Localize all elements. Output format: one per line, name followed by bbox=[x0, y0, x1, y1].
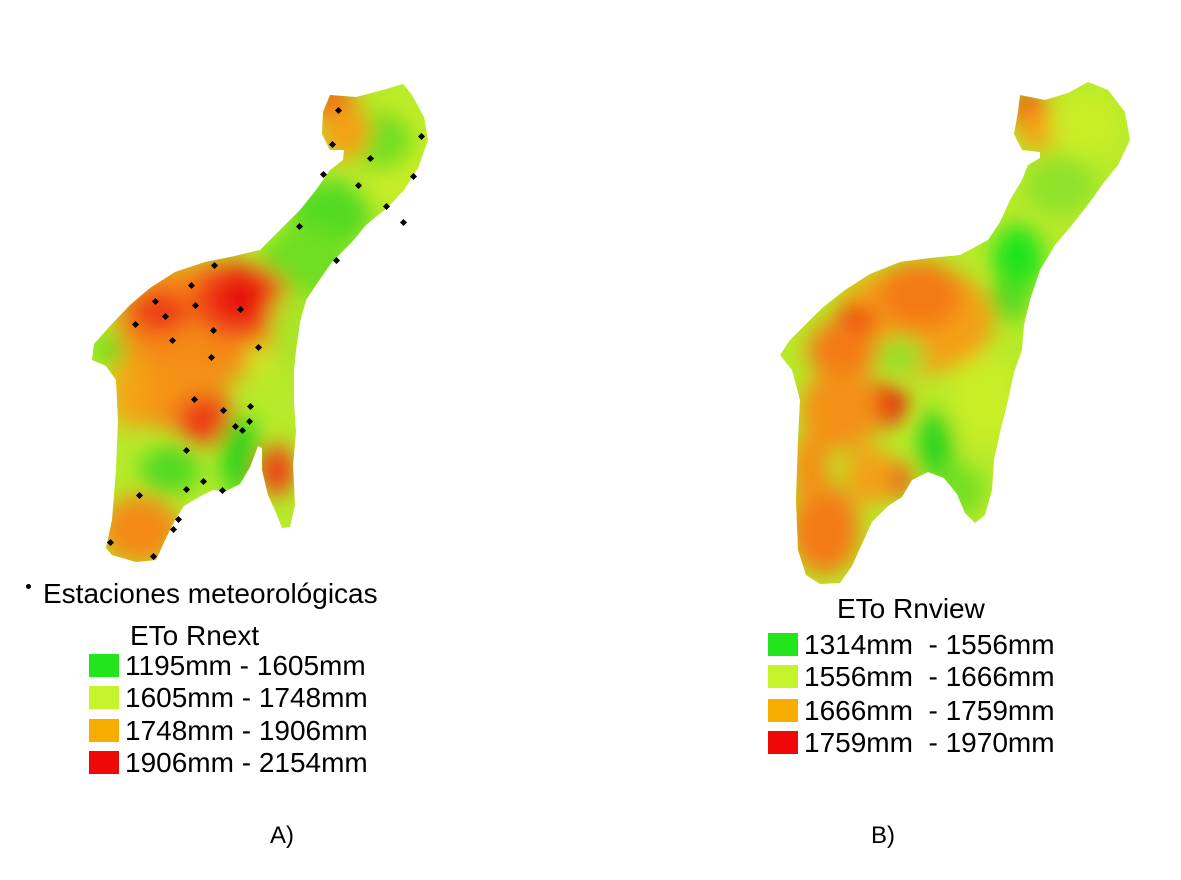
station-marker bbox=[319, 170, 328, 179]
legend-a-item: 1195mm - 1605mm bbox=[89, 651, 366, 681]
legend-a-item: 1906mm - 2154mm bbox=[89, 748, 368, 778]
station-marker bbox=[210, 261, 219, 270]
station-markers bbox=[106, 106, 426, 561]
station-marker bbox=[190, 395, 199, 404]
legend-swatch bbox=[768, 731, 798, 755]
station-marker bbox=[219, 406, 228, 415]
station-marker bbox=[382, 202, 391, 211]
station-marker bbox=[182, 446, 191, 455]
station-marker bbox=[168, 336, 177, 345]
legend-swatch bbox=[768, 699, 798, 723]
station-marker bbox=[151, 297, 160, 306]
legend-swatch bbox=[89, 654, 119, 678]
legend-a-item: 1748mm - 1906mm bbox=[89, 716, 368, 746]
station-marker bbox=[332, 256, 341, 265]
station-marker-icon bbox=[26, 584, 31, 589]
legend-swatch bbox=[89, 719, 119, 743]
legend-b-item: 1666mm - 1759mm bbox=[768, 696, 1055, 726]
legend-b-item: 1759mm - 1970mm bbox=[768, 728, 1055, 758]
legend-swatch bbox=[768, 633, 798, 657]
legend-swatch bbox=[89, 751, 119, 775]
legend-a-title: ETo Rnext bbox=[130, 620, 260, 651]
station-marker bbox=[354, 181, 363, 190]
station-marker bbox=[149, 552, 158, 561]
station-marker bbox=[295, 222, 304, 231]
station-marker bbox=[131, 320, 140, 329]
station-marker bbox=[366, 154, 375, 163]
station-marker bbox=[231, 422, 240, 431]
legend-swatch bbox=[768, 665, 798, 689]
stations-label: Estaciones meteorológicas bbox=[43, 578, 378, 609]
panel-b-label: B) bbox=[871, 822, 895, 849]
station-marker bbox=[399, 218, 408, 227]
station-marker bbox=[169, 525, 178, 534]
station-marker bbox=[417, 132, 426, 141]
station-marker bbox=[199, 477, 208, 486]
station-marker bbox=[218, 486, 227, 495]
panel-a-label: A) bbox=[270, 822, 294, 849]
station-marker bbox=[236, 305, 245, 314]
station-marker bbox=[334, 106, 343, 115]
legend-b-item: 1556mm - 1666mm bbox=[768, 662, 1055, 692]
station-marker bbox=[191, 301, 200, 310]
station-marker bbox=[245, 417, 254, 426]
stations-legend: Estaciones meteorológicas bbox=[22, 578, 378, 610]
station-marker bbox=[209, 326, 218, 335]
station-marker bbox=[106, 538, 115, 547]
legend-swatch bbox=[89, 686, 119, 710]
station-marker bbox=[174, 515, 183, 524]
legend-b-item: 1314mm - 1556mm bbox=[768, 630, 1055, 660]
legend-a-item: 1605mm - 1748mm bbox=[89, 683, 368, 713]
station-marker bbox=[182, 485, 191, 494]
station-marker bbox=[135, 491, 144, 500]
station-marker bbox=[187, 281, 196, 290]
station-marker bbox=[409, 172, 418, 181]
station-marker bbox=[161, 312, 170, 321]
station-marker bbox=[238, 426, 247, 435]
legend-b-title: ETo Rnview bbox=[837, 593, 985, 624]
station-marker bbox=[328, 140, 337, 149]
station-marker bbox=[207, 353, 216, 362]
station-marker bbox=[246, 402, 255, 411]
station-marker bbox=[254, 343, 263, 352]
map-b-surface bbox=[780, 82, 1130, 584]
